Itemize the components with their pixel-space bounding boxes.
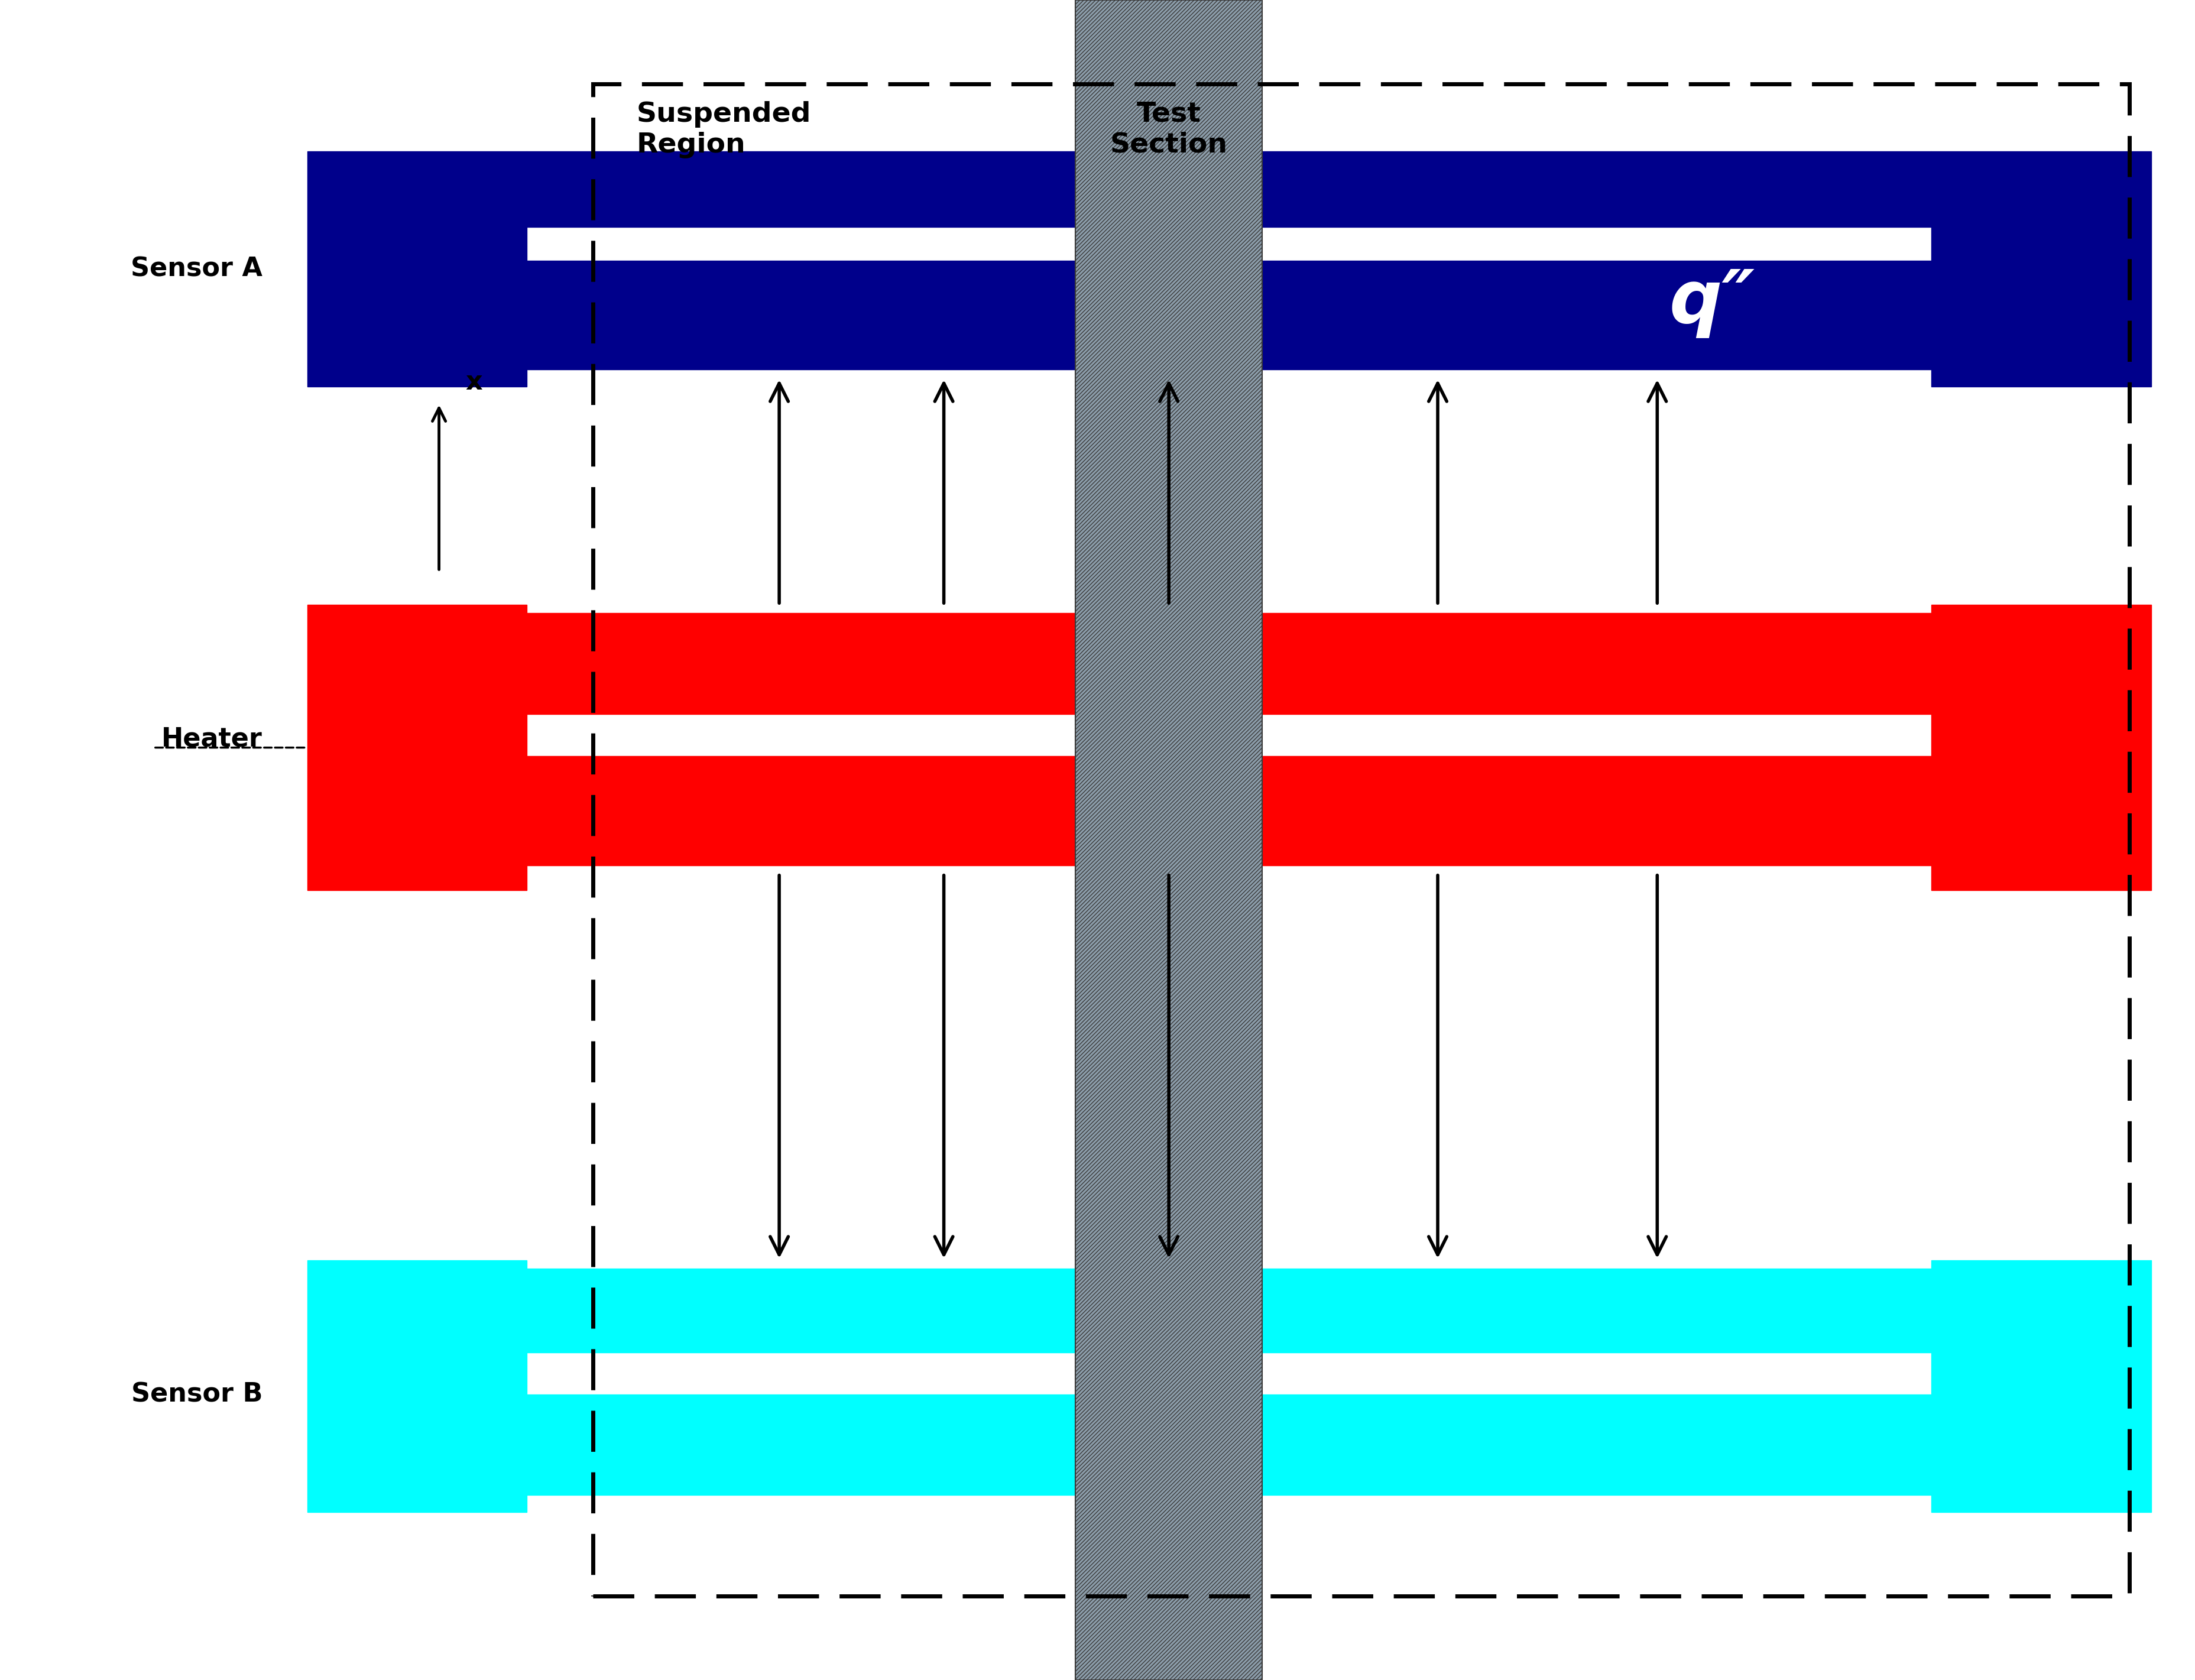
Bar bbox=[1932, 151, 2151, 386]
Bar bbox=[307, 605, 527, 890]
Bar bbox=[527, 1268, 1076, 1352]
Bar bbox=[1262, 151, 1932, 227]
Bar bbox=[593, 84, 2129, 1596]
Bar bbox=[1262, 613, 1932, 714]
Bar bbox=[307, 151, 527, 386]
Bar bbox=[1262, 1268, 1932, 1352]
Bar bbox=[527, 613, 1076, 714]
Text: x: x bbox=[465, 370, 483, 395]
Bar bbox=[307, 1260, 527, 1512]
Bar bbox=[527, 151, 1076, 227]
Bar bbox=[527, 756, 1076, 865]
Bar bbox=[1076, 0, 1262, 1680]
Bar bbox=[1262, 1394, 1932, 1495]
Text: Test
Section: Test Section bbox=[1111, 101, 1227, 158]
Text: Sensor A: Sensor A bbox=[132, 255, 263, 282]
Text: Heater: Heater bbox=[162, 726, 263, 753]
Text: Suspended
Region: Suspended Region bbox=[637, 101, 812, 158]
Bar bbox=[1262, 756, 1932, 865]
Text: Sensor B: Sensor B bbox=[132, 1381, 263, 1408]
Bar bbox=[1932, 1260, 2151, 1512]
Bar bbox=[527, 260, 1076, 370]
Bar bbox=[527, 1394, 1076, 1495]
Text: q″: q″ bbox=[1668, 267, 1756, 338]
Bar bbox=[1262, 260, 1932, 370]
Bar bbox=[1932, 605, 2151, 890]
